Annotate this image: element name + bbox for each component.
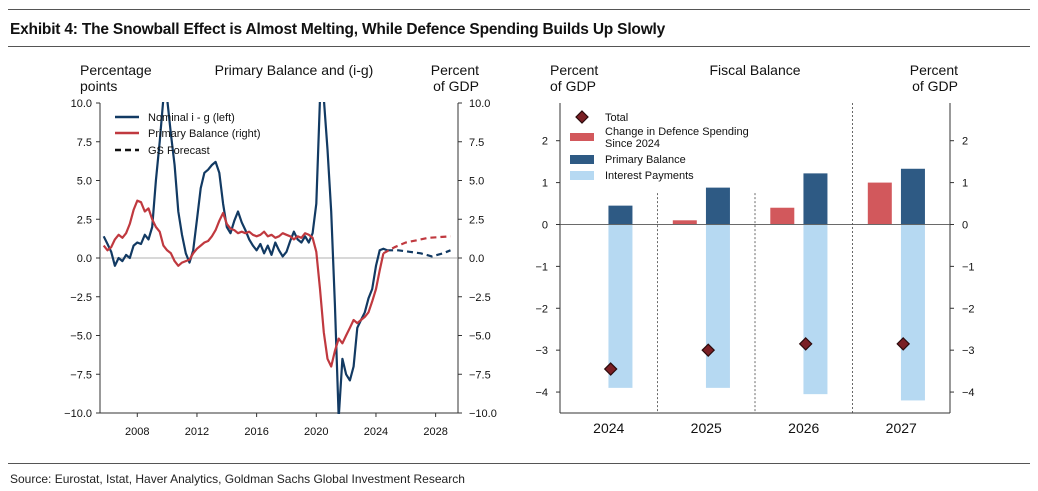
left-y-tick-label: −4: [535, 387, 548, 399]
left-y-tick-label: 2: [542, 136, 548, 148]
source-rule: [8, 463, 1030, 464]
right-y-tick-label: 2: [962, 136, 968, 148]
right-y-tick-label: −3: [962, 345, 975, 357]
legend-label: Interest Payments: [605, 170, 694, 182]
left-y-tick-label: 10.0: [71, 98, 92, 110]
x-tick-label: 2008: [125, 426, 149, 438]
bar-primary-balance: [705, 187, 730, 225]
marker-total: [798, 337, 813, 351]
right-y-tick-label: 7.5: [469, 137, 484, 149]
legend-swatch-interest: [570, 171, 594, 180]
right-y-tick-label: −4: [962, 387, 975, 399]
primary-balance-chart: −10.0 −10.0 −7.5 −7.5 −5.0 −5.0 −2.5 −2.5 0.0 0.0…: [64, 62, 497, 438]
left-y-tick-label: 0.0: [77, 253, 92, 265]
right-y-tick-label: −2.5: [469, 292, 491, 304]
right-y-tick-label: −5.0: [469, 331, 491, 343]
right-y-tick-label: 1: [962, 178, 968, 190]
right-y-tick-label: −7.5: [469, 369, 491, 381]
legend-label: Total: [605, 112, 628, 124]
left-chart-title: Primary Balance and (i-g): [215, 62, 374, 78]
nominal-i-g-line: [102, 102, 388, 414]
legend-label: GS Forecast: [148, 145, 210, 157]
category-label: 2024: [593, 420, 624, 436]
left-y-tick-label: −3: [535, 345, 548, 357]
right-y-tick-label: 0: [962, 219, 968, 231]
x-tick-label: 2020: [304, 426, 328, 438]
x-tick-label: 2024: [364, 426, 388, 438]
x-tick-label: 2028: [423, 426, 447, 438]
right-y-tick-label: −2: [962, 303, 975, 315]
bar-interest-payments: [900, 224, 925, 401]
right-chart-title: Fiscal Balance: [709, 62, 800, 78]
right-y-label-line2: of GDP: [912, 78, 958, 94]
right-y-tick-label: 0.0: [469, 253, 484, 265]
left-y-label-line1: Percentage: [80, 62, 152, 78]
category-label: 2027: [886, 420, 917, 436]
left-y-tick-label: 1: [542, 178, 548, 190]
bar-primary-balance: [608, 205, 633, 225]
left-y-tick-label: −7.5: [70, 369, 92, 381]
bar-defence-spending: [867, 182, 892, 225]
marker-total: [896, 337, 911, 351]
right-y-tick-label: −10.0: [469, 408, 497, 420]
legend-label: Primary Balance: [605, 154, 686, 166]
left-y-tick-label: −2: [535, 303, 548, 315]
left-y-tick-label: 2.5: [77, 214, 92, 226]
x-tick-label: 2016: [244, 426, 268, 438]
left-y-label-line1: Percent: [550, 62, 598, 78]
right-y-label-line1: Percent: [431, 62, 479, 78]
right-y-tick-label: 2.5: [469, 214, 484, 226]
right-y-tick-label: −1: [962, 261, 975, 273]
left-y-tick-label: −1: [535, 261, 548, 273]
source-note: Source: Eurostat, Istat, Haver Analytics…: [10, 472, 465, 486]
bar-interest-payments: [608, 224, 633, 388]
left-y-tick-label: 0: [542, 219, 548, 231]
legend-swatch-defence: [570, 133, 594, 141]
left-y-label-line2: points: [80, 78, 117, 94]
gs-forecast-i-g-line: [387, 249, 451, 258]
legend-label: Primary Balance (right): [148, 128, 260, 140]
right-y-label-line1: Percent: [910, 62, 958, 78]
legend-label: Change in Defence Spending: [605, 126, 749, 138]
marker-total: [701, 343, 716, 358]
legend-label: Nominal i - g (left): [148, 112, 235, 124]
left-y-label-line2: of GDP: [550, 78, 596, 94]
marker-total: [603, 362, 618, 376]
gs-forecast-primary-line: [382, 235, 451, 255]
left-y-tick-label: 7.5: [77, 137, 92, 149]
bar-interest-payments: [705, 224, 730, 388]
category-label: 2025: [691, 420, 722, 436]
left-y-tick-label: −10.0: [64, 408, 92, 420]
right-y-tick-label: 5.0: [469, 176, 484, 188]
left-y-tick-label: −5.0: [70, 331, 92, 343]
x-tick-label: 2012: [185, 426, 209, 438]
primary-balance-line: [102, 199, 385, 368]
category-label: 2026: [788, 420, 819, 436]
bar-interest-payments: [803, 224, 828, 395]
left-y-tick-label: 5.0: [77, 176, 92, 188]
title-rule: [8, 46, 1030, 47]
bar-defence-spending: [770, 207, 795, 225]
exhibit-title: Exhibit 4: The Snowball Effect is Almost…: [10, 21, 666, 38]
legend-swatch-primary: [570, 155, 594, 164]
bar-primary-balance: [900, 168, 925, 225]
top-rule: [8, 9, 1030, 10]
legend-swatch-total: [575, 110, 589, 124]
legend-label: Since 2024: [605, 138, 660, 150]
bar-primary-balance: [803, 173, 828, 225]
right-y-label-line2: of GDP: [433, 78, 479, 94]
left-y-tick-label: −2.5: [70, 292, 92, 304]
right-y-tick-label: 10.0: [469, 98, 490, 110]
bar-defence-spending: [672, 220, 697, 225]
